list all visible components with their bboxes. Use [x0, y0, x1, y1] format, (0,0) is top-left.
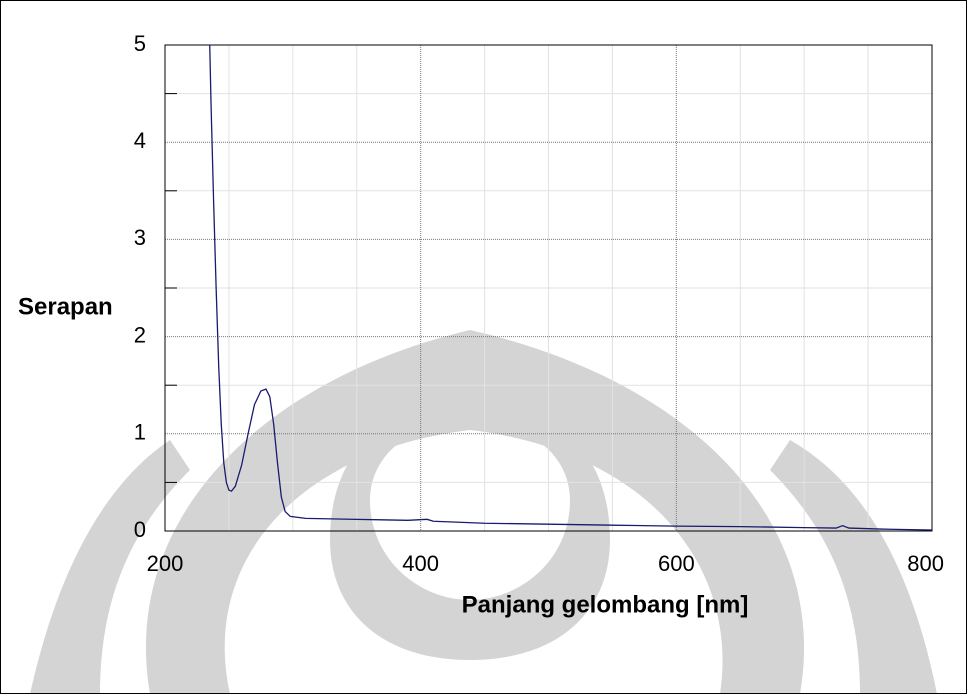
x-tick-label: 600 — [658, 551, 695, 576]
x-tick-label: 400 — [402, 551, 439, 576]
y-tick-label: 1 — [134, 420, 146, 445]
y-tick-label: 0 — [134, 517, 146, 542]
y-tick-label: 2 — [134, 322, 146, 347]
y-axis-label: Serapan — [18, 293, 113, 320]
watermark — [30, 330, 937, 694]
x-tick-label: 800 — [907, 551, 944, 576]
x-axis-label: Panjang gelombang [nm] — [462, 591, 749, 618]
y-tick-label: 3 — [134, 225, 146, 250]
y-tick-label: 5 — [134, 31, 146, 56]
chart: Serapan Panjang gelombang [nm] 200 400 600… — [0, 0, 967, 694]
x-tick-label: 200 — [147, 551, 184, 576]
y-tick-label: 4 — [134, 128, 146, 153]
